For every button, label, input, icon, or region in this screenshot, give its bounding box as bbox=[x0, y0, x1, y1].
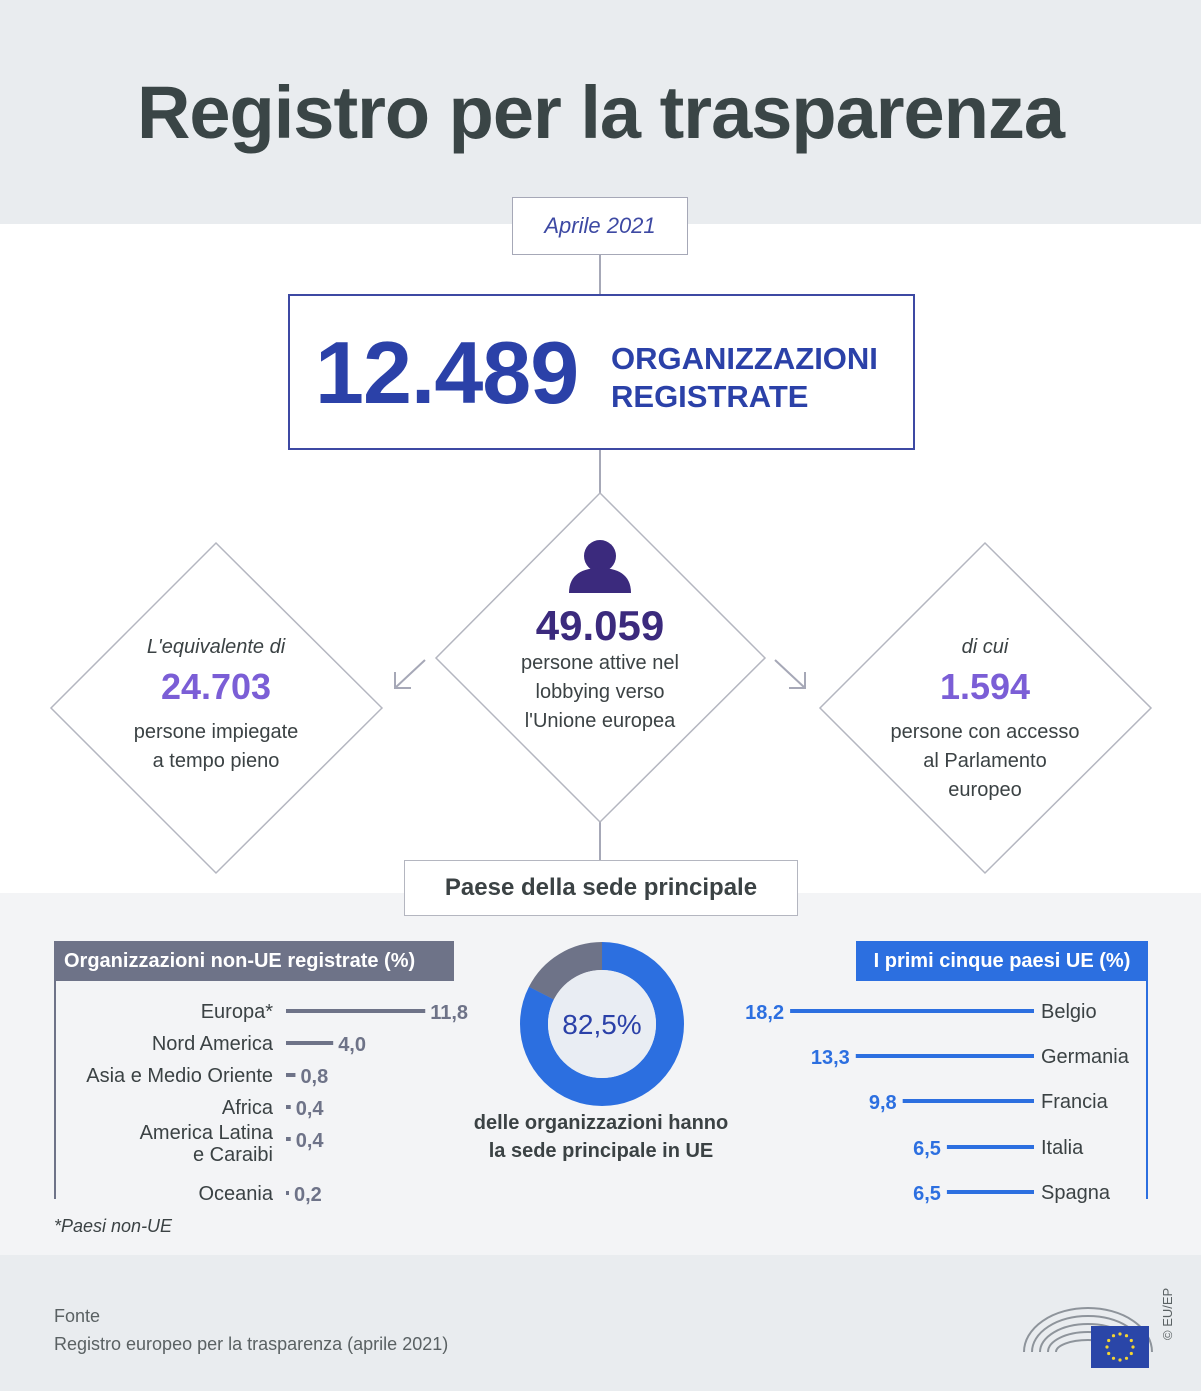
eu-value-label: 6,5 bbox=[913, 1183, 941, 1205]
source-text: Registro europeo per la trasparenza (apr… bbox=[54, 1334, 449, 1354]
right-stat-desc-line2: al Parlamento bbox=[923, 750, 1047, 772]
non-eu-category-label: Asia e Medio Oriente bbox=[86, 1065, 273, 1087]
flag-star bbox=[1124, 1356, 1129, 1360]
eu-bar bbox=[855, 1054, 1034, 1058]
eu-value-label: 13,3 bbox=[811, 1047, 850, 1069]
left-stat-intro: L'equivalente di bbox=[146, 636, 286, 658]
donut-center-label: 82,5% bbox=[562, 1009, 641, 1040]
total-label-line1: ORGANIZZAZIONI bbox=[611, 341, 878, 376]
flag-star bbox=[1129, 1351, 1133, 1356]
center-stat-desc-line3: l'Unione europea bbox=[524, 710, 676, 732]
eu-category-label: Italia bbox=[1041, 1137, 1084, 1159]
eu-bar bbox=[946, 1190, 1034, 1194]
eu-category-label: Spagna bbox=[1041, 1182, 1111, 1204]
eu-category-label: Germania bbox=[1041, 1046, 1130, 1068]
non-eu-value-label: 4,0 bbox=[338, 1034, 366, 1056]
donut-caption-line2: la sede principale in UE bbox=[488, 1140, 714, 1162]
eu-flag-icon bbox=[1091, 1326, 1149, 1368]
non-eu-value-label: 0,8 bbox=[300, 1066, 328, 1088]
eu-value-label: 18,2 bbox=[745, 1002, 784, 1024]
non-eu-bar bbox=[286, 1191, 289, 1195]
non-eu-category-label: Africa bbox=[222, 1097, 274, 1119]
flag-star bbox=[1118, 1332, 1122, 1336]
source-label: Fonte bbox=[54, 1306, 101, 1326]
left-stat-desc: persone impiegate a tempo pieno bbox=[106, 718, 326, 776]
center-stat-desc-line1: persone attive nel bbox=[521, 652, 679, 674]
donut-center bbox=[548, 970, 656, 1078]
flag-star bbox=[1118, 1358, 1122, 1362]
non-eu-category-label: Oceania bbox=[199, 1183, 274, 1205]
non-eu-bar bbox=[286, 1041, 334, 1045]
right-diamond bbox=[818, 541, 1153, 875]
non-eu-bar bbox=[286, 1009, 426, 1013]
eu-bar bbox=[902, 1099, 1034, 1103]
footnote: *Paesi non-UE bbox=[54, 1216, 173, 1236]
eu-chart-title: I primi cinque paesi UE (%) bbox=[856, 941, 1148, 981]
non-eu-value-label: 11,8 bbox=[430, 1002, 468, 1024]
left-stat-desc-line1: persone impiegate bbox=[133, 721, 299, 743]
non-eu-value-label: 0,4 bbox=[296, 1130, 325, 1152]
flag-star bbox=[1107, 1351, 1111, 1356]
center-stat-desc: persone attive nel lobbying verso l'Unio… bbox=[480, 649, 720, 736]
european-parliament-logo bbox=[1023, 1307, 1153, 1368]
eu-bar bbox=[946, 1145, 1034, 1149]
non-eu-bar bbox=[286, 1105, 291, 1109]
date-box: Aprile 2021 bbox=[512, 197, 688, 255]
eu-category-label: Francia bbox=[1041, 1091, 1109, 1113]
center-diamond bbox=[434, 491, 767, 824]
total-label-line2: REGISTRATE bbox=[611, 379, 809, 414]
eu-value-label: 9,8 bbox=[869, 1092, 897, 1114]
eu-bar-chart: 18,2 Belgio 13,3 Germania 9,8 Francia 6,5 Itali… bbox=[745, 1001, 1130, 1205]
non-eu-chart-title: Organizzazioni non-UE registrate (%) bbox=[54, 941, 454, 981]
non-eu-chart-axis bbox=[54, 981, 56, 1199]
non-eu-value-label: 0,2 bbox=[294, 1184, 322, 1206]
footer-band bbox=[0, 1255, 1201, 1391]
flag-star bbox=[1111, 1334, 1116, 1338]
arrow-right-icon bbox=[774, 659, 806, 689]
flag-star bbox=[1129, 1338, 1133, 1343]
copyright: © EU/EP bbox=[1160, 1287, 1175, 1340]
right-stat-desc-line3: europeo bbox=[948, 779, 1022, 801]
right-stat-desc: persone con accesso al Parlamento europe… bbox=[870, 718, 1100, 805]
donut-caption-line1: delle organizzazioni hanno bbox=[473, 1112, 729, 1134]
flag-star bbox=[1131, 1345, 1135, 1349]
left-diamond bbox=[49, 541, 384, 875]
right-stat-number: 1.594 bbox=[939, 666, 1031, 707]
total-box bbox=[288, 294, 915, 450]
flag-star bbox=[1105, 1345, 1109, 1349]
total-number: 12.489 bbox=[315, 323, 579, 422]
eu-bar bbox=[790, 1009, 1034, 1013]
eu-category-label: Belgio bbox=[1041, 1001, 1097, 1023]
center-stat-number: 49.059 bbox=[535, 602, 665, 649]
right-stat-desc-line1: persone con accesso bbox=[890, 721, 1080, 743]
non-eu-bar-chart: Europa* 11,8 Nord America 4,0 Asia e Medio O… bbox=[86, 1001, 468, 1206]
person-icon bbox=[569, 540, 631, 593]
right-stat-intro: di cui bbox=[961, 636, 1009, 658]
section-title: Paese della sede principale bbox=[404, 860, 798, 916]
header-band bbox=[0, 0, 1201, 224]
left-stat-desc-line2: a tempo pieno bbox=[152, 750, 280, 772]
eu-chart-axis bbox=[1146, 981, 1148, 1199]
page-title: Registro per la trasparenza bbox=[136, 71, 1065, 154]
flag-star bbox=[1107, 1338, 1111, 1343]
eu-value-label: 6,5 bbox=[913, 1138, 941, 1160]
center-stat-desc-line2: lobbying verso bbox=[535, 681, 665, 703]
flag-star bbox=[1111, 1356, 1116, 1360]
donut-caption: delle organizzazioni hanno la sede princ… bbox=[440, 1109, 762, 1165]
non-eu-bar bbox=[286, 1137, 291, 1141]
non-eu-category-label: e Caraibi bbox=[193, 1144, 273, 1166]
non-eu-category-label: America Latina bbox=[140, 1122, 274, 1144]
non-eu-value-label: 0,4 bbox=[296, 1098, 325, 1120]
non-eu-category-label: Europa* bbox=[201, 1001, 273, 1023]
left-stat-number: 24.703 bbox=[160, 666, 272, 707]
non-eu-bar bbox=[286, 1073, 296, 1077]
eu-share-donut-chart: 82,5% bbox=[520, 941, 684, 1106]
total-label: ORGANIZZAZIONI REGISTRATE bbox=[611, 340, 878, 416]
non-eu-category-label: Nord America bbox=[152, 1033, 274, 1055]
arrow-left-icon bbox=[394, 659, 426, 689]
flag-star bbox=[1124, 1334, 1129, 1338]
